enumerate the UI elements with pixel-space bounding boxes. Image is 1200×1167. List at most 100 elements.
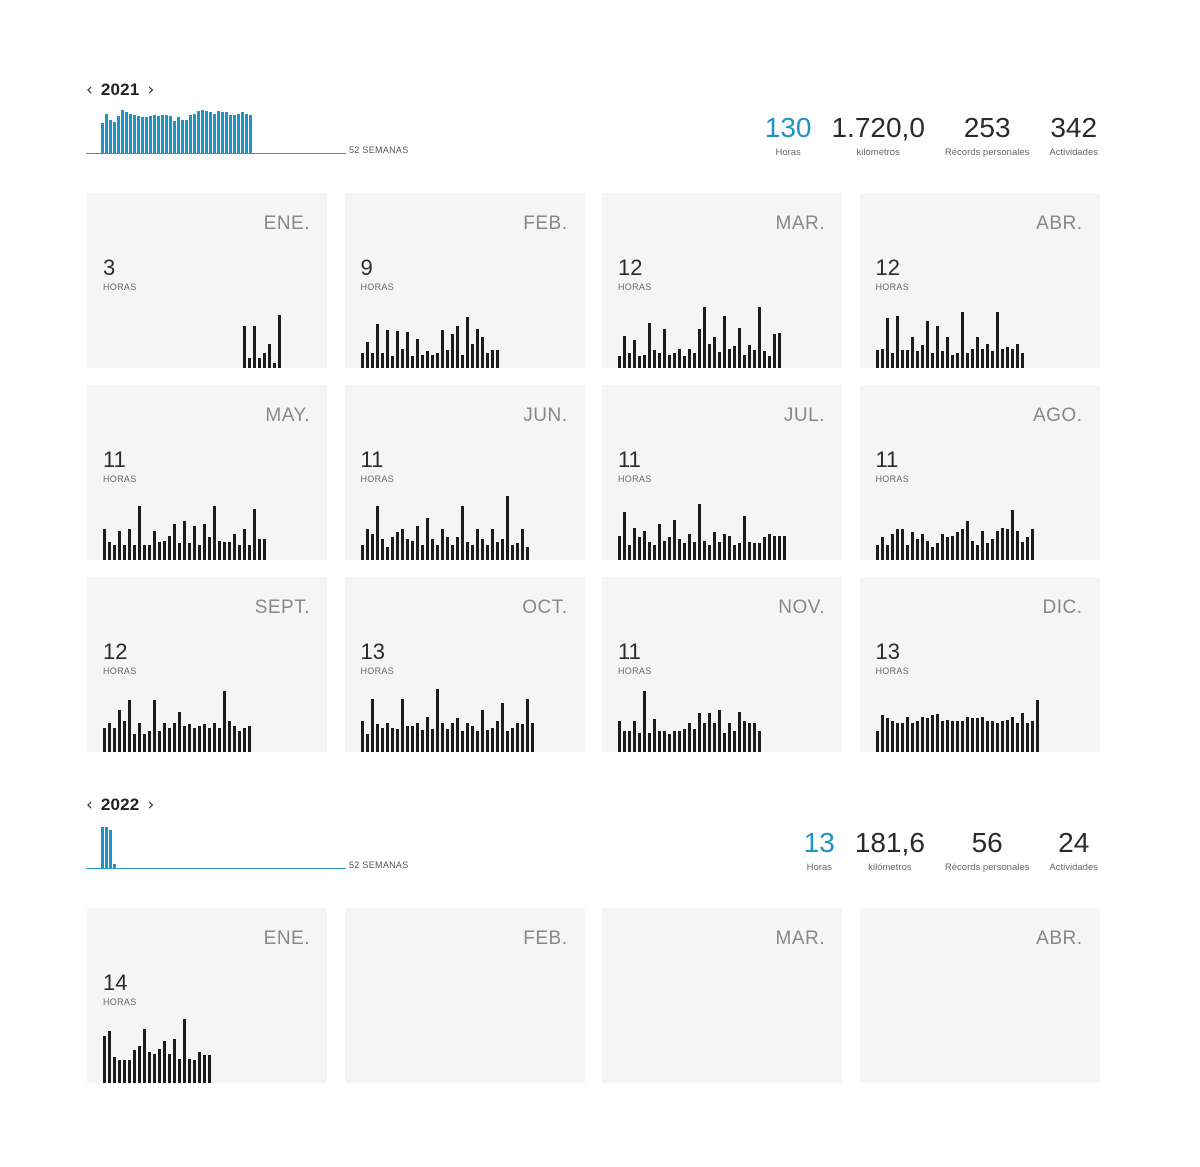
week-bar: [101, 827, 104, 868]
chevron-right-icon[interactable]: ›: [147, 794, 155, 815]
day-bar: [673, 520, 676, 560]
month-card-abr[interactable]: ABR. 12 HORAS: [859, 193, 1100, 368]
day-bar: [970, 349, 974, 368]
day-bar: [1035, 700, 1039, 752]
day-bar: [628, 353, 631, 368]
day-bar: [203, 1055, 206, 1083]
day-bar: [435, 689, 439, 752]
day-bar: [400, 529, 404, 560]
day-bar: [663, 731, 666, 752]
day-bar: [138, 1046, 141, 1083]
day-bar: [243, 529, 246, 560]
hours-unit-label: HORAS: [875, 282, 910, 292]
day-bar: [113, 545, 116, 560]
month-card-ene[interactable]: ENE. 3 HORAS: [87, 193, 327, 368]
day-bar: [445, 350, 449, 368]
month-card-may[interactable]: MAY. 11 HORAS: [87, 385, 327, 560]
day-bar: [208, 1055, 211, 1083]
day-bar: [415, 339, 419, 368]
day-bar: [950, 355, 954, 368]
month-card-mar[interactable]: MAR.: [602, 908, 842, 1083]
month-card-jun[interactable]: JUN. 11 HORAS: [344, 385, 585, 560]
day-bar: [683, 729, 686, 752]
day-bar: [965, 521, 969, 560]
month-hours: 14: [103, 970, 128, 995]
day-bar: [228, 721, 231, 752]
weekly-hours-chart[interactable]: [86, 823, 346, 869]
daily-bars: [875, 686, 1039, 752]
day-bar: [133, 1050, 136, 1083]
day-bar: [658, 731, 661, 752]
day-bar: [490, 350, 494, 368]
day-bar: [985, 543, 989, 560]
stat-kilmetros: 1.720,0 kilómetros: [831, 113, 924, 159]
weekly-hours-chart[interactable]: [86, 108, 346, 154]
week-bar: [249, 115, 252, 153]
day-bar: [980, 717, 984, 752]
day-bar: [500, 539, 504, 560]
day-bar: [668, 537, 671, 560]
day-bar: [193, 1060, 196, 1083]
month-card-feb[interactable]: FEB.: [344, 908, 585, 1083]
chevron-right-icon[interactable]: ›: [147, 79, 155, 100]
day-bar: [375, 506, 379, 560]
day-bar: [990, 539, 994, 560]
day-bar: [653, 350, 656, 368]
day-bar: [950, 536, 954, 560]
day-bar: [435, 353, 439, 368]
day-bar: [763, 351, 766, 368]
week-bar: [245, 114, 248, 153]
month-card-mar[interactable]: MAR. 12 HORAS: [602, 193, 842, 368]
chevron-left-icon[interactable]: ‹: [86, 794, 93, 815]
day-bar: [203, 724, 206, 752]
day-bar: [618, 721, 621, 752]
day-bar: [648, 542, 651, 560]
day-bar: [525, 699, 529, 752]
day-bar: [455, 718, 459, 752]
month-card-feb[interactable]: FEB. 9 HORAS: [344, 193, 585, 368]
day-bar: [148, 731, 151, 752]
day-bar: [920, 717, 924, 752]
day-bar: [505, 731, 509, 752]
month-card-abr[interactable]: ABR.: [859, 908, 1100, 1083]
month-card-ago[interactable]: AGO. 11 HORAS: [859, 385, 1100, 560]
week-bar: [117, 116, 120, 153]
stat-label: Horas: [806, 862, 832, 873]
month-card-sept[interactable]: SEPT. 12 HORAS: [87, 577, 327, 752]
day-bar: [495, 721, 499, 752]
chevron-left-icon[interactable]: ‹: [86, 79, 93, 100]
day-bar: [530, 723, 534, 752]
weekly-bars: [101, 109, 252, 153]
day-bar: [480, 337, 484, 368]
day-bar: [935, 326, 939, 368]
day-bar: [395, 532, 399, 560]
month-card-jul[interactable]: JUL. 11 HORAS: [602, 385, 842, 560]
day-bar: [435, 545, 439, 560]
stat-label: kilómetros: [868, 862, 912, 873]
week-bar: [169, 116, 172, 153]
day-bar: [243, 326, 246, 368]
day-bar: [218, 541, 221, 560]
day-bar: [940, 351, 944, 368]
month-card-nov[interactable]: NOV. 11 HORAS: [602, 577, 842, 752]
stat-label: Récords personales: [944, 147, 1030, 158]
month-card-oct[interactable]: OCT. 13 HORAS: [344, 577, 585, 752]
day-bar: [163, 723, 166, 752]
day-bar: [138, 506, 141, 560]
day-bar: [945, 337, 949, 368]
day-bar: [360, 545, 364, 560]
day-bar: [1000, 349, 1004, 368]
week-bar: [105, 827, 108, 868]
month-card-dic[interactable]: DIC. 13 HORAS: [859, 577, 1100, 752]
day-bar: [173, 723, 176, 752]
day-bar: [193, 728, 196, 752]
day-bar: [728, 723, 731, 752]
week-bar: [229, 115, 232, 153]
stat-label: kilómetros: [856, 147, 900, 158]
day-bar: [763, 537, 766, 560]
day-bar: [430, 539, 434, 560]
day-bar: [158, 1049, 161, 1083]
year-navigator: ‹ 2021 ›: [86, 80, 154, 100]
day-bar: [410, 356, 414, 368]
month-card-ene[interactable]: ENE. 14 HORAS: [87, 908, 327, 1083]
